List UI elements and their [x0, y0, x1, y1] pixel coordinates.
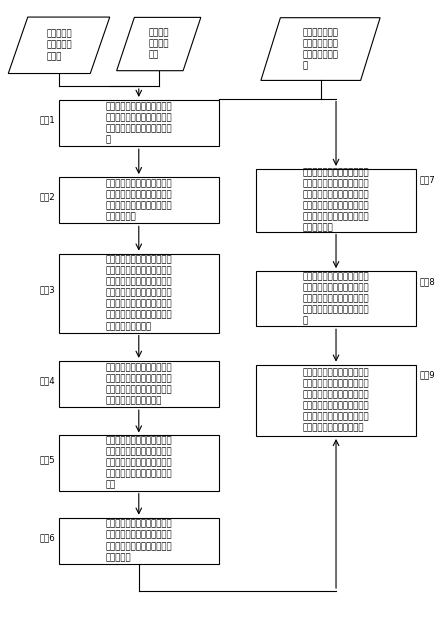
Text: 针对需要进行低频减载分析计
算的各个子网，以低频减载装
置控制馈线为对象，分别实时
计算低频减载各轮次减载比例
系数: 针对需要进行低频减载分析计 算的各个子网，以低频减载装 置控制馈线为对象，分别实…	[105, 437, 172, 490]
Text: 实时电网
运行方式
信息: 实时电网 运行方式 信息	[149, 28, 169, 60]
FancyBboxPatch shape	[59, 361, 219, 407]
Text: 步骤9: 步骤9	[419, 371, 435, 380]
FancyBboxPatch shape	[256, 169, 416, 232]
Text: 低频减载装置和
发电机高低周保
护配置及投停情
况: 低频减载装置和 发电机高低周保 护配置及投停情 况	[302, 28, 339, 70]
Text: 步骤4: 步骤4	[40, 376, 55, 386]
Text: 步骤5: 步骤5	[40, 455, 55, 464]
Text: 针对各个导致子网解列运行的
故障，基于时域仿真结果，分
析计算频率安全裕度，校核各
个故障下低频减载参数的适应
性: 针对各个导致子网解列运行的 故障，基于时域仿真结果，分 析计算频率安全裕度，校核…	[303, 272, 369, 325]
FancyBboxPatch shape	[256, 271, 416, 326]
Text: 根据电网实时运行方式生成潮
流计算文件，针对各个导致子
网解列运行的故障，按实时计
算的低频减载各轮次减载比例
系数，进行子网解列或孤网运
行的时域仿真: 根据电网实时运行方式生成潮 流计算文件，针对各个导致子 网解列运行的故障，按实时…	[303, 168, 369, 232]
Text: 针对需要进行低频减载分析计
算的各个孤网，根据电网实时
运行方式，分别生成使其解列
运行的故障: 针对需要进行低频减载分析计 算的各个孤网，根据电网实时 运行方式，分别生成使其解…	[105, 520, 172, 562]
Text: 步骤1: 步骤1	[40, 115, 55, 125]
Text: 基于电网实时拓扑、电源和负
荷情况，分析确定可能独立运
行的局部电网，作为候选子网
集: 基于电网实时拓扑、电源和负 荷情况，分析确定可能独立运 行的局部电网，作为候选子…	[105, 102, 172, 144]
FancyBboxPatch shape	[59, 518, 219, 564]
FancyBboxPatch shape	[59, 100, 219, 146]
FancyBboxPatch shape	[59, 253, 219, 333]
Text: 步骤2: 步骤2	[40, 193, 55, 202]
Text: 针对需要进行低频减载分析计
算的各个子网，以低频减载装
置为对象，分别实时统计低频
减载各轮次控制的负荷量: 针对需要进行低频减载分析计 算的各个子网，以低频减载装 置为对象，分别实时统计低…	[105, 363, 172, 405]
Text: 步骤3: 步骤3	[40, 285, 55, 294]
FancyBboxPatch shape	[256, 365, 416, 436]
FancyBboxPatch shape	[59, 435, 219, 491]
Text: 对候选子网，进行其内部的发
电出力与负荷平衡情况分析，
将两者基本平衡的子网从候选
子网集中剔去: 对候选子网，进行其内部的发 电出力与负荷平衡情况分析， 将两者基本平衡的子网从候…	[105, 179, 172, 221]
Text: 综合分析各个故障下低频减载
参数适应性的结果，评估当前
运行方式下低频减载参数的适
应性，在有低频减载参数不适
应当前运行运行方式要求的子
网时列出相关信息进行: 综合分析各个故障下低频减载 参数适应性的结果，评估当前 运行方式下低频减载参数的…	[303, 368, 369, 433]
Text: 暂态安全稳
定计算模型
及参数: 暂态安全稳 定计算模型 及参数	[46, 30, 72, 61]
Text: 步骤7: 步骤7	[419, 175, 435, 184]
FancyBboxPatch shape	[59, 177, 219, 224]
Text: 步骤8: 步骤8	[419, 277, 435, 287]
Text: 根据候选子网内低频减载和发
电机高低周保护配置情况及其
投退情况，结合子网与其它电
网功率交换情况（包括输入还
是输出，以及交换量占其总负
荷的比例），确定进行: 根据候选子网内低频减载和发 电机高低周保护配置情况及其 投退情况，结合子网与其它…	[105, 255, 172, 331]
Text: 步骤6: 步骤6	[40, 533, 55, 542]
